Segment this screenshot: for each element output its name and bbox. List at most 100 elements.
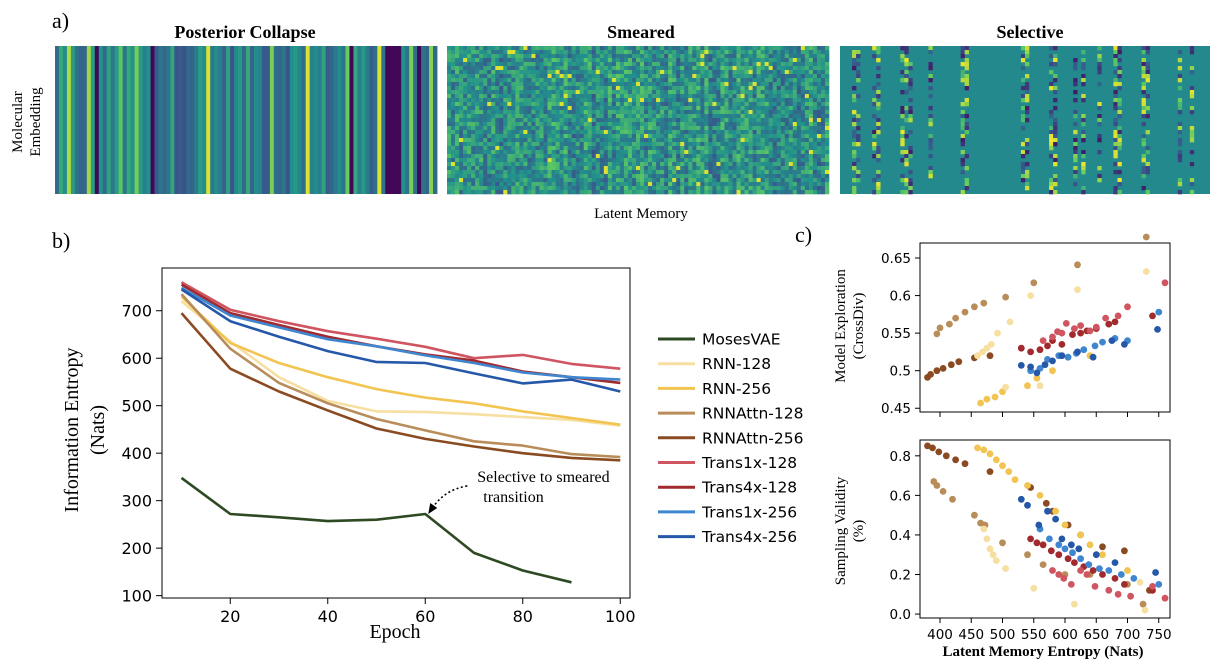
heatmap-cell [648, 74, 653, 79]
scatter-point-trans1x-256 [1096, 565, 1103, 572]
heatmap-cell [1097, 118, 1102, 123]
heatmap-cell [712, 98, 717, 103]
heatmap-cell [535, 186, 540, 191]
heatmap-cell [627, 134, 633, 139]
heatmap-cell [479, 186, 484, 191]
heatmap-cell [772, 158, 778, 163]
heatmap-cell [539, 114, 544, 119]
heatmap-cell [623, 138, 629, 143]
heatmap-cell [463, 138, 468, 143]
heatmap-cell [688, 118, 693, 123]
heatmap-cell [547, 50, 552, 55]
heatmap-cell [752, 134, 757, 139]
heatmap-cell [551, 118, 556, 123]
heatmap-cell [756, 90, 761, 95]
heatmap-cell [744, 170, 749, 175]
heatmap-cell [571, 46, 576, 51]
heatmap-cell [808, 98, 814, 103]
heatmap-cell [772, 126, 778, 131]
heatmap-cell [1049, 70, 1054, 75]
y-tick-label: 500 [121, 397, 152, 416]
heatmap-cell [700, 182, 705, 187]
scatter-point-rnn-128 [992, 557, 1000, 564]
heatmap-cell [563, 74, 568, 79]
heatmap-cell [591, 86, 597, 91]
heatmap-cell [547, 70, 552, 75]
heatmap-cell [680, 150, 685, 155]
y-tick-label: 600 [121, 349, 152, 368]
heatmap-cell [692, 102, 697, 107]
heatmap-cell [796, 138, 802, 143]
heatmap-cell [1081, 134, 1086, 139]
heatmap-cell [744, 98, 749, 103]
heatmap-cell [583, 166, 589, 171]
heatmap-cell [696, 126, 701, 131]
heatmap-cell [515, 78, 520, 83]
heatmap-cell [571, 122, 576, 127]
heatmap-cell [599, 146, 605, 151]
heatmap-cell [543, 50, 548, 55]
heatmap-cell [676, 130, 681, 135]
heatmap-cell [1145, 70, 1150, 75]
heatmap-cell [688, 102, 693, 107]
heatmap-cell [555, 134, 560, 139]
heatmap-cell [1145, 146, 1150, 151]
heatmap-cell [760, 70, 765, 75]
heatmap-cell [499, 138, 504, 143]
heatmap-cell [479, 150, 484, 155]
heatmap-cell [764, 82, 769, 87]
heatmap-cell [764, 150, 769, 155]
heatmap-cell [676, 166, 681, 171]
heatmap-cell [1113, 90, 1118, 95]
heatmap-cell [704, 66, 709, 71]
heatmap-cell [640, 114, 645, 119]
heatmap-cell [519, 66, 524, 71]
heatmap-cell [587, 54, 593, 59]
heatmap-cell [708, 90, 713, 95]
heatmap-cell [507, 170, 512, 175]
heatmap-cell [688, 54, 693, 59]
heatmap-cell [1189, 66, 1195, 71]
heatmap-cell [583, 106, 589, 111]
scatter-point-rnnattn-128 [971, 303, 978, 311]
heatmap-cell [796, 146, 802, 151]
heatmap-cell [700, 50, 705, 55]
heatmap-cell [631, 118, 637, 123]
heatmap-cell [740, 190, 745, 195]
heatmap-cell [812, 178, 818, 183]
heatmap-cell [672, 118, 677, 123]
heatmap-cell [804, 126, 810, 131]
heatmap-cell [728, 94, 733, 99]
heatmap-cell [672, 102, 677, 107]
heatmap-cell [708, 162, 713, 167]
heatmap-cell [704, 94, 709, 99]
heatmap-cell [507, 150, 512, 155]
heatmap-cell [724, 70, 729, 75]
heatmap-cell [635, 134, 641, 139]
heatmap-cell [716, 122, 721, 127]
heatmap-stripe [257, 46, 263, 194]
heatmap-cell [515, 102, 520, 107]
heatmap-cell [627, 54, 633, 59]
heatmap-cell [824, 130, 830, 135]
heatmap-cell [852, 94, 857, 99]
heatmap-cell [583, 94, 589, 99]
heatmap-cell [672, 66, 677, 71]
heatmap-cell [1189, 162, 1195, 167]
heatmap-cell [704, 110, 709, 115]
heatmap-cell [475, 106, 480, 111]
heatmap-cell [668, 82, 673, 87]
heatmap-cell [676, 118, 681, 123]
heatmap-cell [676, 62, 681, 67]
heatmap-cell [720, 138, 725, 143]
heatmap-cell [515, 74, 520, 79]
heatmap-cell [960, 190, 965, 195]
heatmap-cell [820, 158, 826, 163]
heatmap-cell [575, 134, 580, 139]
heatmap-cell [800, 158, 806, 163]
heatmap-cell [587, 178, 593, 183]
heatmap-cell [1141, 98, 1146, 103]
heatmap-cell [692, 118, 697, 123]
heatmap-cell [547, 166, 552, 171]
heatmap-cell [531, 54, 536, 59]
